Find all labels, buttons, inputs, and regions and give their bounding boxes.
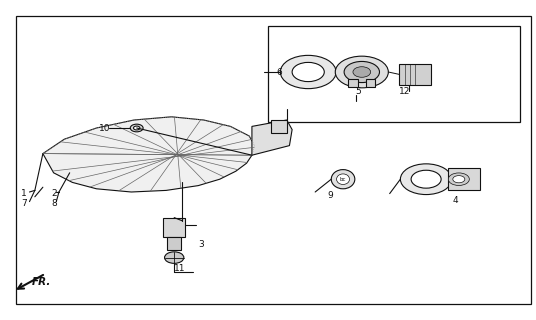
Circle shape [353,67,371,77]
Circle shape [344,61,379,83]
Bar [348,79,358,87]
Text: 11: 11 [174,264,185,273]
Text: 12: 12 [399,87,411,96]
Text: 1: 1 [21,189,27,198]
Text: 10: 10 [99,124,110,132]
Circle shape [448,173,470,186]
Bar [366,79,375,87]
Polygon shape [43,117,255,192]
Circle shape [400,164,452,195]
Circle shape [133,126,140,130]
Text: bc: bc [340,177,346,182]
Text: 8: 8 [51,199,57,208]
Bar [448,168,480,190]
Circle shape [411,170,441,188]
Circle shape [130,124,143,132]
Circle shape [165,252,184,263]
Circle shape [292,62,324,82]
Text: 4: 4 [453,196,458,204]
Bar [399,64,431,85]
Text: 5: 5 [355,87,361,96]
Circle shape [336,56,388,88]
Bar [167,237,181,250]
Text: 2: 2 [51,189,56,198]
Text: 7: 7 [21,199,27,208]
Circle shape [280,55,336,89]
Polygon shape [252,120,292,155]
Circle shape [453,176,465,183]
Text: FR.: FR. [32,277,51,287]
Bar [271,120,287,133]
Text: 9: 9 [327,191,333,200]
Text: 6: 6 [276,68,282,76]
Text: 3: 3 [198,240,204,249]
Bar [163,218,185,237]
Ellipse shape [331,170,355,189]
Bar [268,26,520,122]
Ellipse shape [337,174,349,184]
